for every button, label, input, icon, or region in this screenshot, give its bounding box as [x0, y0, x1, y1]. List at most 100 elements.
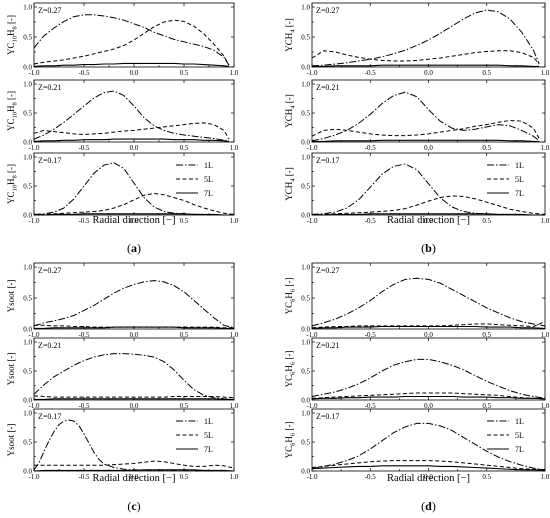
- y-label-text: YC: [6, 118, 16, 131]
- x-tick-label: 0.5: [482, 473, 491, 481]
- y-label-text: [-]: [284, 278, 294, 289]
- y-tick-label: 0.5: [23, 110, 32, 118]
- y-tick-label: 0.5: [23, 439, 32, 447]
- x-tick-label: -1.0: [306, 217, 318, 225]
- x-tick-label: 1.0: [541, 69, 550, 77]
- y-tick-label: 1.0: [301, 154, 310, 162]
- series-line-1L: [311, 163, 545, 216]
- x-tick-label: 1.0: [230, 402, 239, 410]
- series-line-7L: [311, 395, 546, 400]
- y-tick-label: 1.0: [301, 4, 310, 12]
- x-tick-label: -1.0: [306, 331, 318, 339]
- x-tick-label: -1.0: [306, 402, 318, 410]
- subplot-a-3: 0.0 0.5 1.0 -1.0 -0.5 0.0 0.5 1.0 Z=0.17 YC10H8 […: [6, 152, 239, 225]
- x-tick-label: -1.0: [28, 402, 40, 410]
- legend-label: 5L: [204, 431, 213, 440]
- y-tick-label: 0.5: [23, 34, 32, 42]
- series-line-5L: [311, 195, 546, 216]
- subplot-c-1: 0.0 0.5 1.0 -1.0 -0.5 0.0 0.5 1.0 Z=0.27 Ysoot [-…: [6, 262, 239, 339]
- z-label: Z=0.21: [316, 341, 339, 350]
- legend-label: 5L: [515, 175, 524, 184]
- y-label-subscript: 10: [12, 185, 19, 192]
- panel-label-letter: b: [425, 241, 432, 255]
- y-axis-label: YC6H6 [-]: [284, 278, 297, 315]
- y-label-text: [-]: [6, 15, 16, 26]
- panel-label-open: (: [127, 241, 131, 255]
- y-tick-label: 0.0: [23, 139, 32, 147]
- x-tick-label: -0.5: [365, 69, 377, 77]
- series-line-7L: [34, 326, 234, 329]
- series-line-5L: [33, 19, 230, 66]
- series-line-1L: [33, 353, 235, 400]
- z-label: Z=0.21: [316, 83, 339, 92]
- series-line-1L: [311, 9, 540, 67]
- y-label-subscript: 6: [290, 432, 297, 436]
- y-tick-label: 0.0: [23, 326, 32, 334]
- y-label-text: YC: [6, 191, 16, 204]
- legend-label: 1L: [515, 161, 524, 170]
- x-tick-label: 0.0: [130, 144, 139, 152]
- series-line-1L: [33, 14, 230, 66]
- y-label-subscript: 6: [290, 298, 297, 302]
- x-tick-label: 0.5: [482, 217, 491, 225]
- x-tick-label: -1.0: [306, 144, 318, 152]
- y-label-text: [-]: [6, 353, 16, 364]
- y-label-text: [-]: [284, 94, 294, 105]
- y-tick-label: 1.0: [23, 264, 32, 272]
- legend: 1L 5L 7L: [487, 417, 524, 454]
- y-axis-label: YC6H6 [-]: [284, 351, 297, 388]
- y-axis-label: Ysoot [-]: [6, 280, 16, 313]
- x-axis-label: Radial direction [−]: [93, 215, 176, 226]
- series-line-5L: [311, 50, 540, 65]
- y-tick-label: 0.5: [301, 183, 310, 191]
- y-label-text: H: [6, 178, 16, 185]
- x-tick-label: 0.0: [424, 217, 433, 225]
- z-label: Z=0.17: [38, 156, 61, 165]
- x-tick-label: -0.5: [78, 402, 90, 410]
- y-tick-label: 0.0: [301, 397, 310, 405]
- legend-label: 5L: [204, 175, 213, 184]
- y-label-text: YC: [284, 375, 294, 388]
- y-label-text: Ysoot: [6, 363, 16, 385]
- y-tick-label: 0.5: [301, 110, 310, 118]
- y-axis-label: YC6H6 [-]: [284, 422, 297, 459]
- x-tick-label: -0.5: [78, 331, 90, 339]
- x-tick-label: 0.5: [180, 144, 189, 152]
- x-tick-label: -1.0: [28, 69, 40, 77]
- x-tick-label: -1.0: [306, 69, 318, 77]
- series-line-7L: [33, 62, 230, 67]
- panel-label-open: (: [421, 241, 425, 255]
- y-label-text: [-]: [284, 18, 294, 29]
- panel-label-letter: c: [131, 499, 137, 513]
- y-axis-label: YC10H8 [-]: [6, 15, 19, 55]
- x-axis-label: Radial direction [−]: [387, 473, 470, 484]
- y-tick-label: 1.0: [23, 410, 32, 418]
- y-axis-label: YC10H8 [-]: [6, 91, 19, 131]
- x-tick-label: 1.0: [541, 331, 550, 339]
- y-label-text: H: [6, 105, 16, 112]
- y-tick-label: 0.0: [301, 212, 310, 220]
- x-tick-label: 0.5: [180, 402, 189, 410]
- series-line-7L: [312, 64, 540, 67]
- legend-label: 1L: [204, 417, 213, 426]
- legend-label: 7L: [515, 189, 524, 198]
- y-label-text: YC: [284, 446, 294, 459]
- subplot-c-3: 0.0 0.5 1.0 -1.0 -0.5 0.0 0.5 1.0 Z=0.17 Ysoot [-…: [6, 408, 239, 481]
- z-label: Z=0.27: [316, 266, 339, 275]
- series-line-1L: [311, 277, 546, 327]
- series-line-1L: [311, 91, 540, 142]
- y-tick-label: 0.5: [301, 34, 310, 42]
- series-line-7L: [311, 325, 546, 329]
- y-label-text: YCH: [284, 32, 294, 52]
- y-label-text: [-]: [284, 167, 294, 178]
- y-label-text: [-]: [6, 424, 16, 435]
- y-label-text: [-]: [6, 164, 16, 175]
- legend: 1L 5L 7L: [176, 417, 213, 454]
- x-tick-label: 0.5: [180, 217, 189, 225]
- x-tick-label: 0.5: [482, 402, 491, 410]
- x-tick-label: 0.5: [482, 331, 491, 339]
